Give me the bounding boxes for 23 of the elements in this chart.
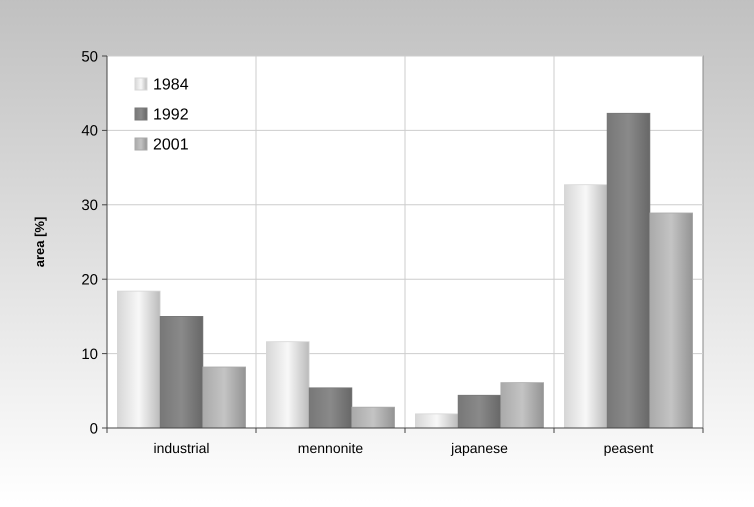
x-tick-label: industrial — [153, 440, 210, 456]
legend-label: 1984 — [153, 76, 189, 94]
x-tick-label: peasent — [604, 440, 654, 456]
y-tick-label: 30 — [81, 197, 98, 214]
x-tick-label: japanese — [450, 440, 508, 456]
y-tick-label: 10 — [81, 346, 98, 363]
bar — [606, 112, 650, 428]
legend-label: 1992 — [153, 106, 189, 124]
bar — [308, 387, 352, 428]
bar — [351, 406, 395, 428]
x-tick-label: mennonite — [298, 440, 364, 456]
bar — [415, 413, 459, 428]
bar — [649, 212, 693, 428]
y-tick-label: 40 — [81, 122, 98, 140]
y-tick-label: 20 — [81, 271, 98, 288]
bar — [202, 366, 246, 428]
y-axis-title: area [%] — [32, 216, 47, 268]
bar — [500, 382, 544, 428]
y-tick-label: 0 — [90, 420, 98, 438]
bar — [458, 394, 502, 428]
legend-label: 2001 — [153, 136, 189, 154]
y-tick-label: 50 — [81, 48, 98, 66]
bar — [160, 316, 204, 428]
